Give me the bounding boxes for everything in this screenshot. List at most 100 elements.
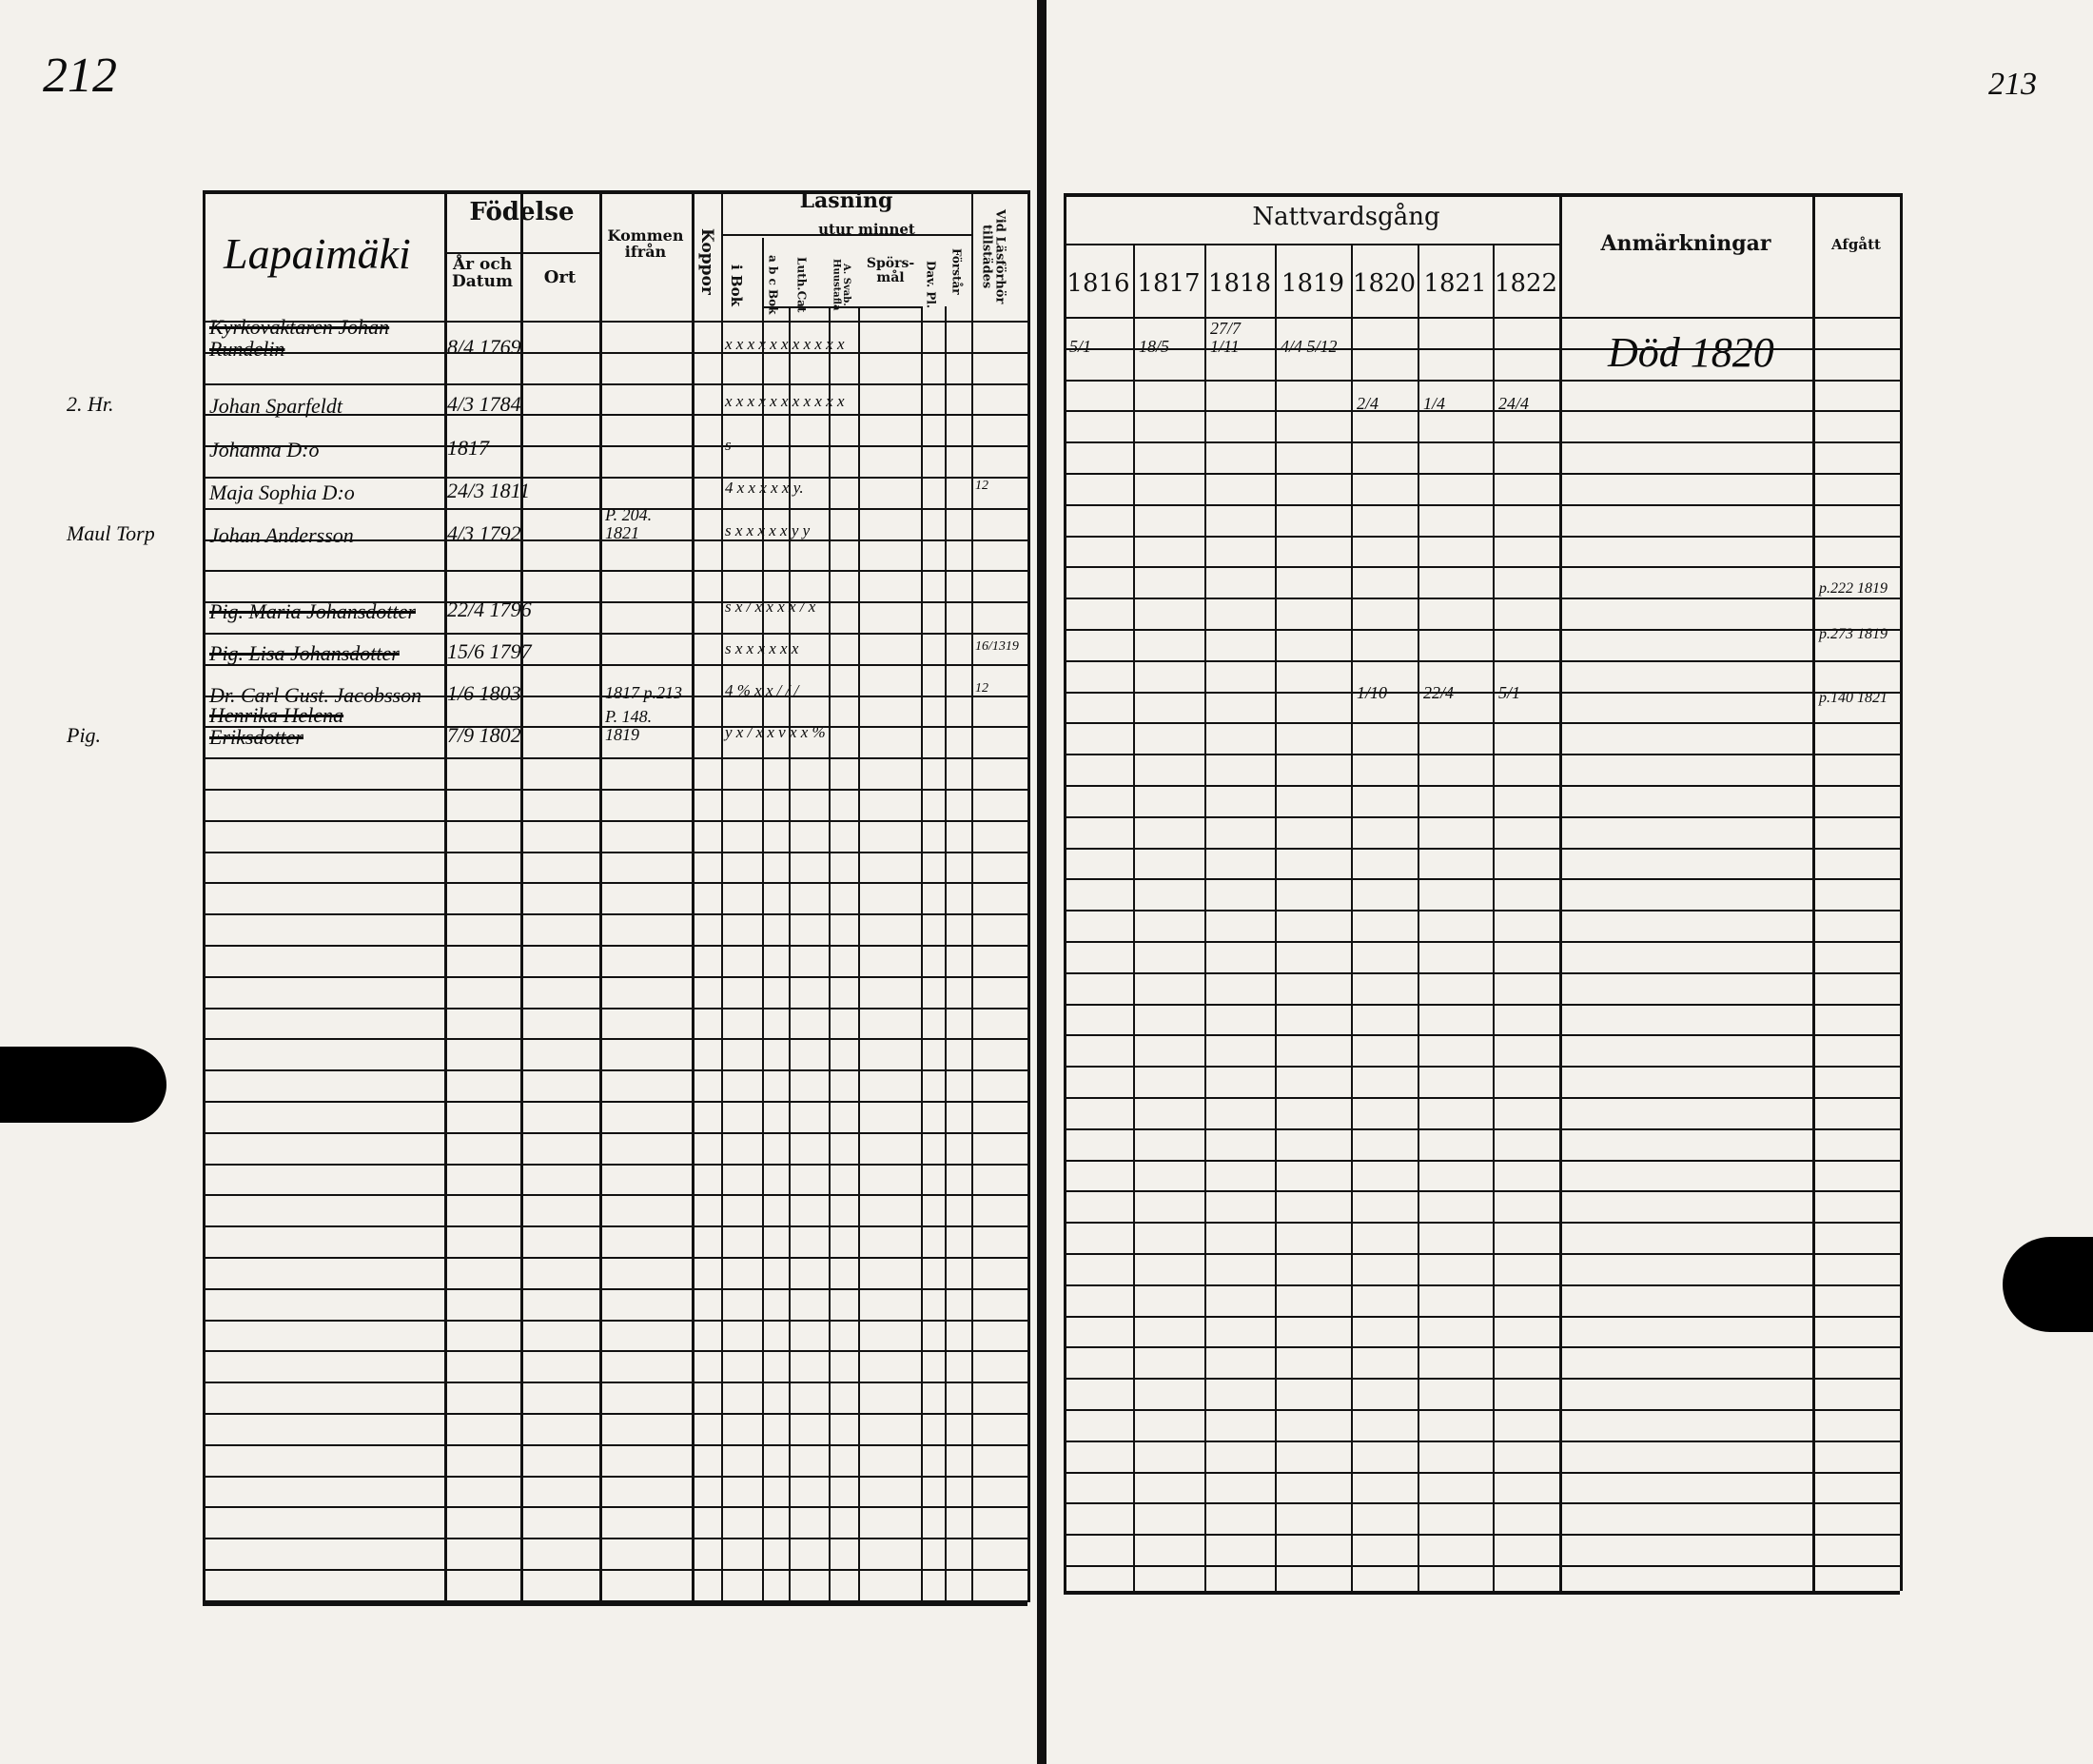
row-rule: [203, 726, 1027, 728]
entry-reading-marks: s x x x x x x: [725, 639, 799, 657]
row-rule: [1064, 1534, 1900, 1536]
row-rule: [1064, 1160, 1900, 1162]
binding-hole: [0, 1047, 166, 1123]
row-rule: [1064, 473, 1900, 475]
header-utur-minnet: utur minnet: [818, 221, 915, 238]
row-rule: [203, 1600, 1027, 1602]
column-rule: [1204, 245, 1206, 1591]
entry-reading-marks: x x x x x x x x x x x: [725, 335, 845, 353]
communion-date: 24/4: [1498, 394, 1530, 413]
row-rule: [203, 633, 1027, 635]
entry-margin-note: Pig.: [67, 723, 102, 747]
header-ort: Ort: [543, 267, 577, 287]
column-rule: [721, 190, 723, 1602]
entry-reading-marks: s x x x x x y y: [725, 521, 811, 539]
header-afgatt: Afgått: [1831, 236, 1881, 253]
column-rule: [1418, 245, 1419, 1591]
header-year-1816: 1816: [1066, 269, 1130, 298]
entry-reading-marks: 4 x x x x x y.: [725, 479, 804, 497]
row-rule: [203, 945, 1027, 947]
entry-name: Johan Sparfeldt: [209, 394, 342, 418]
header-year-1819: 1819: [1281, 269, 1345, 298]
communion-date: 5/1: [1069, 337, 1092, 356]
row-rule: [203, 539, 1027, 541]
row-rule: [203, 820, 1027, 822]
entry-moved-from: P. 148. 1819: [605, 707, 653, 744]
binding-hole: [2003, 1237, 2093, 1332]
row-rule: [1064, 972, 1900, 974]
entry-reading-marks: 4 % x x / / /: [725, 681, 799, 699]
row-rule: [1064, 317, 1900, 319]
entry-present-at-exam: 12: [975, 681, 988, 696]
row-rule: [1064, 1409, 1900, 1411]
entry-birth-date: 4/3 1784: [447, 392, 521, 416]
column-rule: [1351, 245, 1353, 1591]
header-nattvardsgang: Nattvardsgång: [1252, 203, 1440, 231]
entry-birth-date: 4/3 1792: [447, 521, 521, 545]
column-rule: [971, 190, 973, 1602]
column-rule: [1493, 245, 1495, 1591]
column-rule: [789, 306, 791, 1602]
row-rule: [1064, 785, 1900, 787]
subheader-rule: [721, 234, 971, 236]
header-vid-lasforhor: Vid Läsförhör tillstädes: [979, 209, 1007, 304]
row-rule: [203, 414, 1027, 416]
row-rule: [1064, 1502, 1900, 1504]
row-rule: [1064, 1441, 1900, 1442]
parish-title: Lapaimäki: [224, 229, 411, 278]
row-rule: [203, 1444, 1027, 1446]
row-rule: [203, 852, 1027, 853]
column-rule: [1064, 193, 1066, 1591]
header-anmarkningar: Anmärkningar: [1600, 231, 1771, 256]
column-rule: [829, 306, 831, 1602]
entry-moved-from: P. 204. 1821: [605, 505, 653, 542]
row-rule: [203, 913, 1027, 915]
row-rule: [203, 1038, 1027, 1040]
row-rule: [203, 1569, 1027, 1571]
header-koppor: Koppor: [696, 228, 716, 295]
row-rule: [203, 789, 1027, 791]
table-border-bottom: [1064, 1591, 1900, 1595]
entry-birth-date: 15/6 1797: [447, 639, 532, 663]
row-rule: [203, 601, 1027, 603]
header-forstar: Förstår: [949, 247, 964, 295]
entry-reading-marks: s x / x x x x / x: [725, 598, 816, 616]
entry-name: Dr. Carl Gust. Jacobsson: [209, 683, 422, 707]
row-rule: [1064, 1066, 1900, 1068]
header-sporsmal: Spörs-mål: [866, 256, 915, 285]
right-page: [1046, 0, 2093, 1764]
column-rule: [1027, 190, 1030, 1602]
header-dav-pl: Dav. Pl.: [924, 261, 938, 309]
header-abc-bok: a b c Bok: [766, 255, 780, 315]
entry-birth-date: 1817: [447, 436, 489, 460]
row-rule: [203, 1069, 1027, 1071]
column-rule: [921, 306, 923, 1602]
row-rule: [1064, 1472, 1900, 1474]
row-rule: [203, 1413, 1027, 1415]
row-rule: [1064, 816, 1900, 818]
row-rule: [1064, 941, 1900, 943]
table-border-top: [1064, 193, 1900, 197]
row-rule: [1064, 1004, 1900, 1006]
entry-present-at-exam: 16/1319: [975, 639, 1019, 654]
row-rule: [203, 1008, 1027, 1009]
entry-birth-date: 24/3 1811: [447, 479, 530, 502]
entry-margin-note: 2. Hr.: [67, 392, 114, 416]
column-rule: [1812, 193, 1815, 1591]
column-rule: [599, 190, 602, 1602]
entry-name: Henrika Helena Eriksdotter: [209, 703, 344, 749]
row-rule: [1064, 504, 1900, 506]
row-rule: [203, 1194, 1027, 1196]
header-a-svab-huustafla: A. Svab. Huustafla: [831, 259, 852, 311]
row-rule: [1064, 1346, 1900, 1348]
page-number-right: 213: [1988, 67, 2037, 102]
header-kommen-ifran: Kommen ifrån: [607, 226, 684, 261]
row-rule: [203, 1225, 1027, 1227]
row-rule: [203, 1288, 1027, 1290]
row-rule: [203, 882, 1027, 884]
row-rule: [1064, 848, 1900, 850]
column-rule: [520, 190, 523, 1602]
row-rule: [1064, 566, 1900, 568]
column-rule: [945, 306, 947, 1602]
entry-reading-marks: s: [725, 436, 732, 455]
